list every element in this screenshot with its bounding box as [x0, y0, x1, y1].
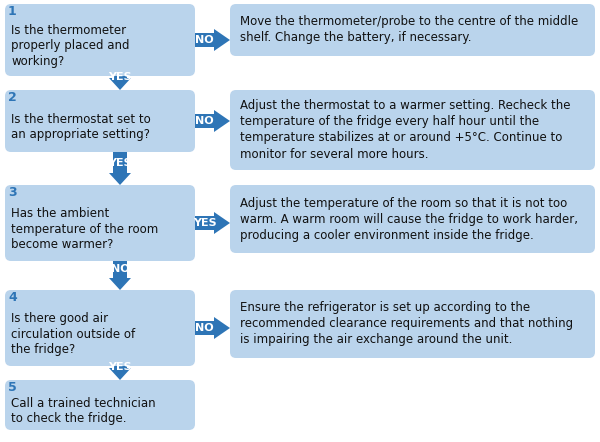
Text: Move the thermometer/probe to the centre of the middle
shelf. Change the battery: Move the thermometer/probe to the centre…	[240, 15, 578, 45]
Text: NO: NO	[195, 35, 214, 45]
FancyBboxPatch shape	[230, 290, 595, 358]
Text: NO: NO	[195, 116, 214, 126]
Text: NO: NO	[195, 323, 214, 333]
Text: 3: 3	[8, 186, 17, 199]
Text: YES: YES	[108, 362, 132, 372]
Text: Adjust the temperature of the room so that it is not too
warm. A warm room will : Adjust the temperature of the room so th…	[240, 197, 578, 241]
FancyArrow shape	[195, 110, 230, 132]
Text: YES: YES	[193, 218, 217, 228]
FancyBboxPatch shape	[5, 4, 195, 76]
FancyBboxPatch shape	[230, 90, 595, 170]
FancyArrow shape	[195, 29, 230, 51]
Text: 2: 2	[8, 91, 17, 104]
FancyBboxPatch shape	[5, 380, 195, 430]
Text: YES: YES	[108, 72, 132, 82]
Text: Is the thermometer
properly placed and
working?: Is the thermometer properly placed and w…	[11, 24, 130, 68]
Text: Call a trained technician
to check the fridge.: Call a trained technician to check the f…	[11, 397, 155, 425]
FancyBboxPatch shape	[230, 4, 595, 56]
FancyArrow shape	[195, 317, 230, 339]
Text: Is there good air
circulation outside of
the fridge?: Is there good air circulation outside of…	[11, 312, 135, 356]
FancyBboxPatch shape	[5, 90, 195, 152]
Text: Is the thermostat set to
an appropriate setting?: Is the thermostat set to an appropriate …	[11, 113, 151, 141]
Text: Has the ambient
temperature of the room
become warmer?: Has the ambient temperature of the room …	[11, 207, 158, 251]
Text: 4: 4	[8, 291, 17, 304]
FancyArrow shape	[109, 261, 131, 290]
Text: Ensure the refrigerator is set up according to the
recommended clearance require: Ensure the refrigerator is set up accord…	[240, 301, 573, 347]
Text: Adjust the thermostat to a warmer setting. Recheck the
temperature of the fridge: Adjust the thermostat to a warmer settin…	[240, 99, 571, 160]
Text: 1: 1	[8, 5, 17, 18]
Text: NO: NO	[110, 264, 130, 274]
FancyBboxPatch shape	[5, 185, 195, 261]
Text: 5: 5	[8, 381, 17, 394]
FancyArrow shape	[109, 76, 131, 90]
FancyArrow shape	[109, 152, 131, 185]
FancyArrow shape	[109, 366, 131, 380]
FancyBboxPatch shape	[5, 290, 195, 366]
FancyArrow shape	[195, 212, 230, 234]
FancyBboxPatch shape	[230, 185, 595, 253]
Text: YES: YES	[108, 157, 132, 168]
